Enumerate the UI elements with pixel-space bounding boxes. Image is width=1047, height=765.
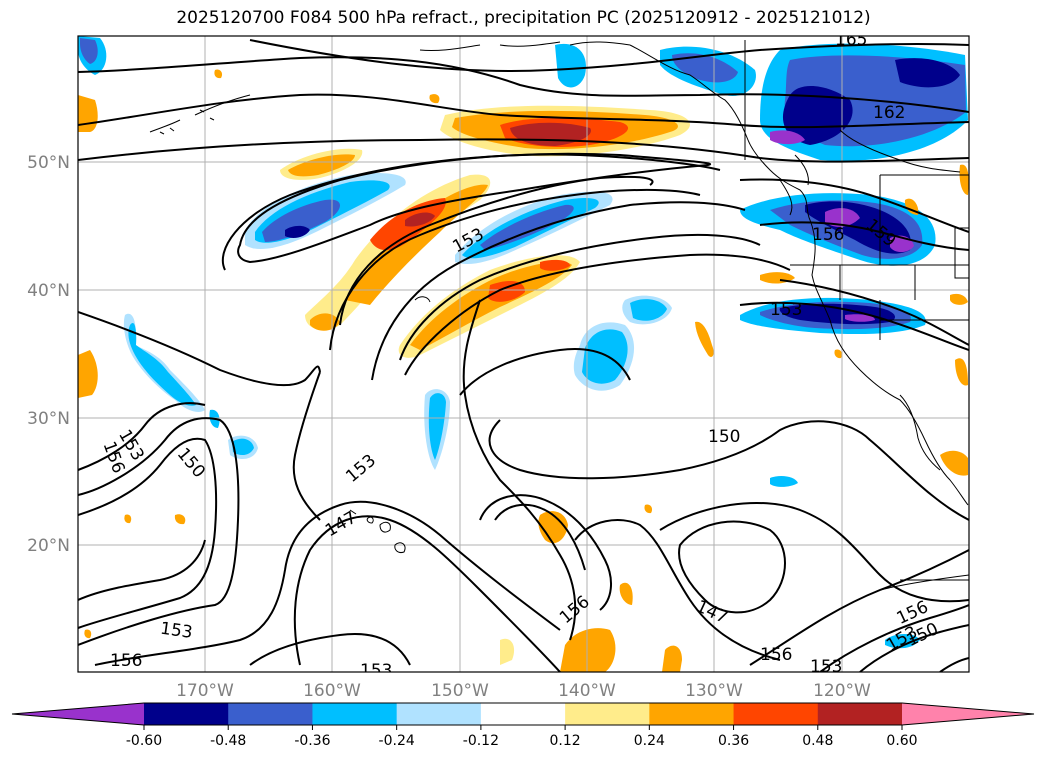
latitude-labels: 50°N 40°N 30°N 20°N bbox=[27, 153, 70, 556]
colorbar-tick-label: -0.36 bbox=[294, 733, 330, 749]
colorbar-segment bbox=[12, 703, 144, 725]
colorbar-tick-label: -0.24 bbox=[379, 733, 415, 749]
colorbar-tick-label: 0.60 bbox=[886, 733, 917, 749]
colorbar-segment bbox=[228, 703, 313, 725]
lon-label: 130°W bbox=[685, 681, 743, 701]
lon-label: 120°W bbox=[813, 681, 871, 701]
colorbar-segment bbox=[312, 703, 398, 725]
colorbar-segment bbox=[733, 703, 819, 725]
colorbar-segment bbox=[144, 703, 229, 725]
colorbar-segment bbox=[565, 703, 650, 725]
colorbar-tick-label: -0.12 bbox=[463, 733, 499, 749]
lon-label: 150°W bbox=[431, 681, 489, 701]
lat-label: 30°N bbox=[27, 409, 70, 429]
geopotential-contours bbox=[78, 39, 969, 672]
lat-label: 20°N bbox=[27, 536, 70, 556]
map-graticule bbox=[78, 36, 969, 672]
contour-label: 156 bbox=[760, 645, 792, 665]
colorbar-segment bbox=[396, 703, 482, 725]
colorbar-tick-label: 0.48 bbox=[802, 733, 833, 749]
contour-label: 153 bbox=[159, 619, 194, 643]
lon-label: 160°W bbox=[303, 681, 361, 701]
map-frame bbox=[77, 35, 970, 673]
contour-label: 150 bbox=[708, 427, 740, 447]
colorbar-tick-label: 0.24 bbox=[634, 733, 665, 749]
colorbar-tick-label: -0.48 bbox=[210, 733, 246, 749]
lat-label: 50°N bbox=[27, 153, 70, 173]
contour-label: 153 bbox=[810, 657, 842, 677]
colorbar-segment bbox=[902, 703, 1034, 725]
colorbar-tick-label: 0.12 bbox=[550, 733, 581, 749]
longitude-labels: 170°W 160°W 150°W 140°W 130°W 120°W bbox=[176, 681, 871, 701]
contour-label: 162 bbox=[873, 103, 905, 123]
contour-label: 156 bbox=[812, 225, 844, 245]
colorbar-segment bbox=[480, 703, 566, 725]
colorbar-segment bbox=[817, 703, 903, 725]
colorbar-tick-label: -0.60 bbox=[126, 733, 162, 749]
figure-title: 2025120700 F084 500 hPa refract., precip… bbox=[176, 8, 871, 28]
contour-label: 156 bbox=[110, 651, 142, 671]
precipitation-shading bbox=[78, 36, 969, 672]
lon-label: 140°W bbox=[558, 681, 616, 701]
contour-label: 153 bbox=[770, 300, 802, 320]
colorbar-segment bbox=[649, 703, 735, 725]
lon-label: 170°W bbox=[176, 681, 234, 701]
lat-label: 40°N bbox=[27, 281, 70, 301]
colorbar: -0.60 -0.48 -0.36 -0.24 -0.12 0.12 0.24 0.36 0.4… bbox=[11, 702, 1035, 749]
colorbar-tick-label: 0.36 bbox=[718, 733, 749, 749]
contour-label: 165 bbox=[835, 30, 867, 50]
contour-label: 153 bbox=[360, 661, 392, 681]
